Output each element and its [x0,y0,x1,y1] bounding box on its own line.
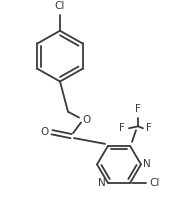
Text: O: O [41,127,49,137]
Text: F: F [146,123,152,133]
Text: N: N [98,178,106,188]
Text: Cl: Cl [55,1,65,11]
Text: F: F [119,123,125,133]
Text: N: N [143,159,151,170]
Text: O: O [82,114,90,124]
Text: Cl: Cl [149,178,159,188]
Text: F: F [135,104,141,114]
